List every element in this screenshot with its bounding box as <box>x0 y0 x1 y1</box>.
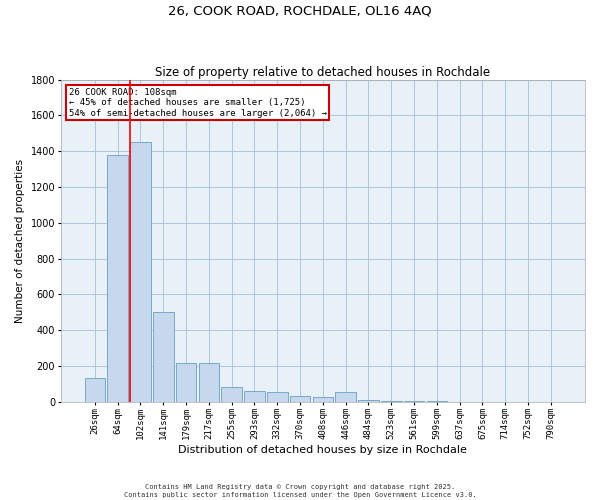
Bar <box>199 363 219 402</box>
Bar <box>290 396 310 402</box>
Text: 26, COOK ROAD, ROCHDALE, OL16 4AQ: 26, COOK ROAD, ROCHDALE, OL16 4AQ <box>168 5 432 18</box>
Bar <box>176 363 196 402</box>
Bar <box>358 400 379 402</box>
X-axis label: Distribution of detached houses by size in Rochdale: Distribution of detached houses by size … <box>178 445 467 455</box>
Text: 26 COOK ROAD: 108sqm
← 45% of detached houses are smaller (1,725)
54% of semi-de: 26 COOK ROAD: 108sqm ← 45% of detached h… <box>68 88 326 118</box>
Bar <box>267 392 287 402</box>
Y-axis label: Number of detached properties: Number of detached properties <box>15 158 25 322</box>
Bar <box>107 155 128 402</box>
Bar <box>244 391 265 402</box>
Bar <box>130 142 151 402</box>
Bar <box>313 397 333 402</box>
Bar <box>85 378 105 402</box>
Bar <box>153 312 173 402</box>
Bar <box>335 392 356 402</box>
Text: Contains HM Land Registry data © Crown copyright and database right 2025.
Contai: Contains HM Land Registry data © Crown c… <box>124 484 476 498</box>
Bar <box>221 388 242 402</box>
Title: Size of property relative to detached houses in Rochdale: Size of property relative to detached ho… <box>155 66 490 78</box>
